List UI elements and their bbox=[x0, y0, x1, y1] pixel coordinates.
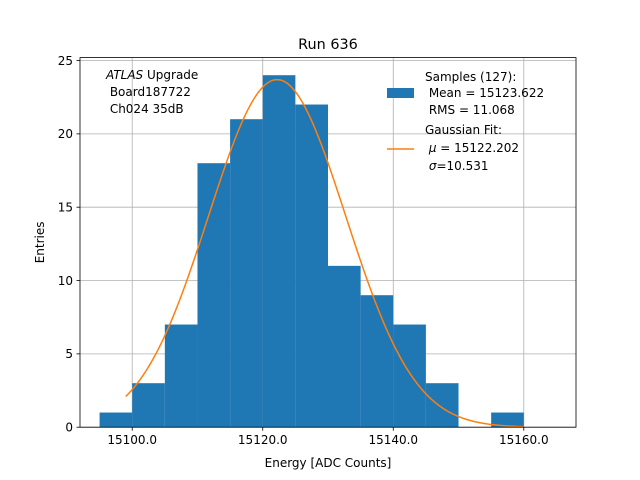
x-axis-ticks: 15100.0 15120.0 15140.0 15160.0 bbox=[107, 427, 549, 447]
legend-fit-title: Gaussian Fit: bbox=[425, 123, 502, 137]
histogram-bar bbox=[262, 75, 296, 428]
run-annotation: ATLAS Upgrade Board187722 Ch024 35dB bbox=[105, 68, 198, 116]
histogram-bar bbox=[99, 412, 133, 428]
annotation-line-1: ATLAS Upgrade bbox=[105, 68, 198, 82]
sigma-value: =10.531 bbox=[436, 159, 488, 173]
atlas-label: ATLAS bbox=[105, 68, 144, 82]
legend-samples-rms: RMS = 11.068 bbox=[425, 103, 515, 117]
x-tick-label: 15160.0 bbox=[499, 433, 549, 447]
y-tick-label: 15 bbox=[58, 201, 73, 215]
y-tick-label: 0 bbox=[65, 421, 73, 435]
y-axis-label: Entries bbox=[33, 222, 47, 264]
chart-title: Run 636 bbox=[298, 37, 358, 53]
x-tick-label: 15120.0 bbox=[238, 433, 288, 447]
histogram-bar bbox=[164, 324, 198, 428]
legend-samples-mean: Mean = 15123.622 bbox=[425, 86, 544, 100]
histogram-bar bbox=[491, 412, 524, 428]
y-tick-label: 10 bbox=[58, 274, 73, 288]
y-tick-label: 25 bbox=[58, 54, 73, 68]
legend-samples-swatch bbox=[387, 88, 414, 98]
histogram-bar bbox=[360, 295, 394, 428]
mu-symbol: μ bbox=[428, 141, 437, 155]
upgrade-label: Upgrade bbox=[143, 68, 198, 82]
x-tick-label: 15140.0 bbox=[368, 433, 418, 447]
annotation-channel: Ch024 35dB bbox=[106, 102, 184, 116]
histogram-bar bbox=[197, 163, 231, 428]
histogram-bar bbox=[132, 383, 165, 428]
mu-value: = 15122.202 bbox=[436, 141, 519, 155]
legend: Samples (127): Mean = 15123.622 RMS = 11… bbox=[387, 70, 544, 173]
histogram-bar bbox=[425, 383, 459, 428]
histogram-bar bbox=[328, 265, 361, 428]
histogram-bar bbox=[295, 104, 328, 428]
legend-fit-mu: μ = 15122.202 bbox=[425, 141, 519, 155]
x-axis-label: Energy [ADC Counts] bbox=[265, 456, 392, 470]
y-tick-label: 20 bbox=[58, 127, 73, 141]
histogram-bar bbox=[393, 324, 426, 428]
legend-samples-title: Samples (127): bbox=[425, 70, 516, 84]
y-tick-label: 5 bbox=[65, 347, 73, 361]
x-tick-label: 15100.0 bbox=[107, 433, 157, 447]
plot-frame bbox=[79, 57, 577, 428]
histogram-bars bbox=[99, 75, 524, 428]
legend-fit-sigma: σ=10.531 bbox=[425, 159, 488, 173]
sigma-symbol: σ bbox=[429, 159, 437, 173]
y-axis-ticks: 0 5 10 15 20 25 bbox=[58, 54, 80, 435]
fit-curve bbox=[125, 78, 524, 428]
histogram-bar bbox=[230, 119, 263, 428]
gaussian-fit bbox=[125, 78, 524, 428]
annotation-board: Board187722 bbox=[106, 85, 191, 99]
